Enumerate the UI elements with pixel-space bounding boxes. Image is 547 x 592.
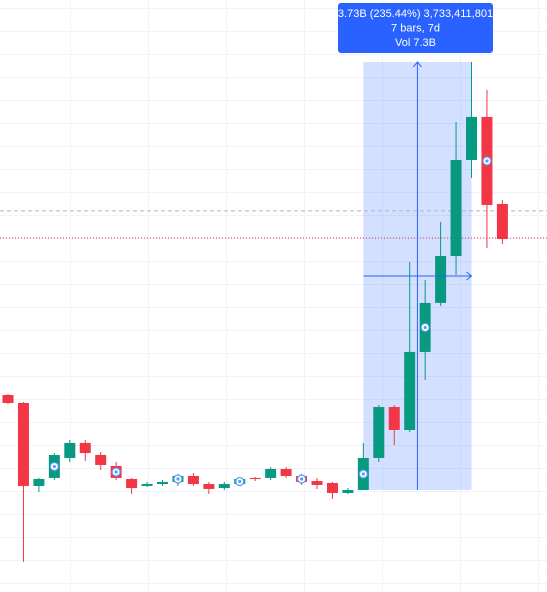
- event-marker-dot: [361, 472, 365, 476]
- candle-body: [203, 484, 215, 489]
- candle-body: [373, 407, 385, 458]
- candle-body: [157, 481, 168, 485]
- event-marker-dot: [238, 479, 242, 484]
- event-marker-dot: [423, 325, 427, 330]
- event-marker-dot: [299, 477, 304, 481]
- candle-body: [435, 256, 447, 303]
- measure-arrowhead-v: [413, 61, 422, 68]
- event-marker-dot: [52, 464, 56, 469]
- candle-body: [326, 482, 338, 493]
- candle-body: [265, 468, 277, 478]
- candle-body: [64, 442, 76, 458]
- candle-body: [33, 478, 45, 486]
- candle-body: [466, 116, 477, 160]
- measure-label: Vol 7.3B: [395, 37, 436, 49]
- candle-body: [187, 475, 199, 485]
- event-marker-dot: [176, 477, 180, 481]
- event-marker-dot: [485, 159, 489, 163]
- event-marker-dot: [114, 470, 118, 474]
- candle-body: [2, 394, 14, 404]
- candle-body: [342, 489, 354, 493]
- candle-body: [404, 351, 416, 430]
- candle-body: [388, 407, 400, 430]
- candle-body: [450, 159, 462, 257]
- measure-label: 3.73B (235.44%) 3,733,411,801: [338, 8, 493, 20]
- candle-body: [17, 403, 29, 486]
- candle-body: [95, 454, 107, 465]
- candle-body: [280, 468, 292, 476]
- candle-body: [249, 477, 261, 479]
- measure-arrowhead-h: [466, 271, 473, 281]
- measure-tooltip: [338, 3, 493, 53]
- candle-body: [218, 484, 230, 489]
- candle-body: [79, 442, 91, 454]
- measure-label: 7 bars, 7d: [391, 22, 440, 34]
- candle-body: [311, 481, 323, 485]
- candle-body: [126, 478, 138, 489]
- candle-body: [496, 204, 508, 240]
- candle-body: [141, 484, 153, 486]
